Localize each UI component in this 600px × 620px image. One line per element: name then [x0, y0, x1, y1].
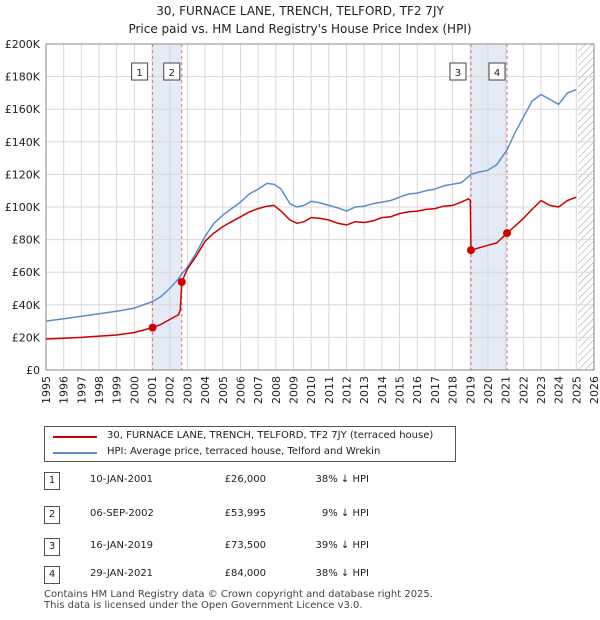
x-tick-label: 1999 [111, 376, 124, 404]
legend-swatch-property [53, 436, 97, 438]
sale-price: £73,500 [224, 540, 266, 551]
y-tick-label: £120K [5, 168, 41, 181]
y-tick-label: £140K [5, 136, 41, 149]
y-tick-label: £160K [5, 103, 41, 116]
sale-hpi-diff: 39% ↓ HPI [315, 540, 369, 551]
sale-date: 10-JAN-2001 [90, 474, 154, 485]
sale-label: 2 [169, 68, 175, 79]
x-tick-label: 2020 [482, 376, 495, 404]
x-tick-label: 2001 [146, 376, 159, 404]
x-tick-label: 1997 [75, 376, 88, 404]
plot-frame [45, 43, 595, 371]
sale-point [148, 323, 157, 332]
y-tick-label: £80K [12, 234, 41, 247]
x-tick-label: 2015 [394, 376, 407, 404]
sale-label: 4 [494, 68, 500, 79]
sale-price: £84,000 [224, 568, 266, 579]
x-tick-label: 2008 [270, 376, 283, 404]
y-tick-label: £100K [5, 201, 41, 214]
x-tick-label: 2006 [234, 376, 247, 404]
x-tick-label: 2007 [252, 376, 265, 404]
x-tick-label: 2005 [217, 376, 230, 404]
x-tick-label: 2021 [500, 376, 513, 404]
x-tick-label: 2016 [411, 376, 424, 404]
x-tick-label: 2003 [181, 376, 194, 404]
x-tick-label: 2022 [517, 376, 530, 404]
sale-label-box [488, 62, 506, 81]
x-tick-label: 1998 [93, 376, 106, 404]
x-tick-label: 2026 [588, 376, 600, 404]
x-tick-label: 1995 [40, 376, 53, 404]
sale-price: £26,000 [224, 474, 266, 485]
sale-point [503, 229, 512, 238]
sale-date: 16-JAN-2019 [90, 540, 154, 551]
sale-point [177, 277, 186, 286]
x-tick-label: 2019 [464, 376, 477, 404]
sale-number-badge: 4 [44, 566, 60, 584]
x-tick-label: 2025 [570, 376, 583, 404]
sale-date: 29-JAN-2021 [90, 568, 154, 579]
x-tick-label: 2018 [447, 376, 460, 404]
property-price-line [45, 196, 577, 340]
legend-label-hpi: HPI: Average price, terraced house, Telf… [107, 446, 381, 457]
price-chart: £0 £20K £40K £60K £80K £100K £120K £140K £160K £1… [5, 38, 600, 404]
sale-point [466, 246, 475, 255]
chart-legend: 30, FURNACE LANE, TRENCH, TELFORD, TF2 7… [44, 426, 456, 462]
sale-label-box [163, 62, 181, 81]
licence-notice: This data is licensed under the Open Gov… [44, 600, 363, 611]
x-tick-label: 2000 [128, 376, 141, 404]
sale-row: 4 29-JAN-2021 £84,000 38% ↓ HPI [44, 566, 404, 584]
x-tick-label: 2010 [305, 376, 318, 404]
x-tick-label: 1996 [58, 376, 71, 404]
x-tick-label: 2012 [341, 376, 354, 404]
sale-date: 06-SEP-2002 [90, 508, 154, 519]
x-tick-label: 2011 [323, 376, 336, 404]
x-tick-label: 2014 [376, 376, 389, 404]
y-tick-label: £180K [5, 71, 41, 84]
legend-label-property: 30, FURNACE LANE, TRENCH, TELFORD, TF2 7… [107, 430, 434, 441]
x-tick-label: 2017 [429, 376, 442, 404]
x-tick-label: 2004 [199, 376, 212, 404]
sale-row: 3 16-JAN-2019 £73,500 39% ↓ HPI [44, 538, 404, 556]
sale-number-badge: 2 [44, 506, 60, 524]
sale-price: £53,995 [224, 508, 266, 519]
chart-title: 30, FURNACE LANE, TRENCH, TELFORD, TF2 7… [156, 4, 444, 18]
chart-subtitle: Price paid vs. HM Land Registry's House … [128, 22, 472, 36]
sale-label: 3 [455, 68, 461, 79]
sale-hpi-diff: 38% ↓ HPI [315, 474, 369, 485]
sale-label-box [449, 62, 467, 81]
y-tick-label: £0 [26, 364, 40, 377]
sale-number-badge: 3 [44, 538, 60, 556]
x-tick-label: 2013 [358, 376, 371, 404]
y-tick-label: £20K [12, 331, 41, 344]
x-tick-label: 2024 [553, 376, 566, 404]
x-tick-label: 2009 [287, 376, 300, 404]
sale-label-box [131, 62, 149, 81]
x-tick-label: 2002 [164, 376, 177, 404]
sale-row: 1 10-JAN-2001 £26,000 38% ↓ HPI [44, 472, 404, 490]
y-tick-label: £200K [5, 38, 41, 51]
sale-row: 2 06-SEP-2002 £53,995 9% ↓ HPI [44, 506, 404, 524]
hpi-line [45, 88, 577, 322]
legend-swatch-hpi [53, 452, 97, 454]
sale-hpi-diff: 9% ↓ HPI [321, 508, 369, 519]
sale-hpi-diff: 38% ↓ HPI [315, 568, 369, 579]
copyright-notice: Contains HM Land Registry data © Crown c… [44, 589, 433, 600]
sale-label: 1 [136, 68, 142, 79]
x-tick-label: 2023 [535, 376, 548, 404]
y-tick-label: £40K [12, 299, 41, 312]
sale-number-badge: 1 [44, 472, 60, 490]
y-tick-label: £60K [12, 266, 41, 279]
